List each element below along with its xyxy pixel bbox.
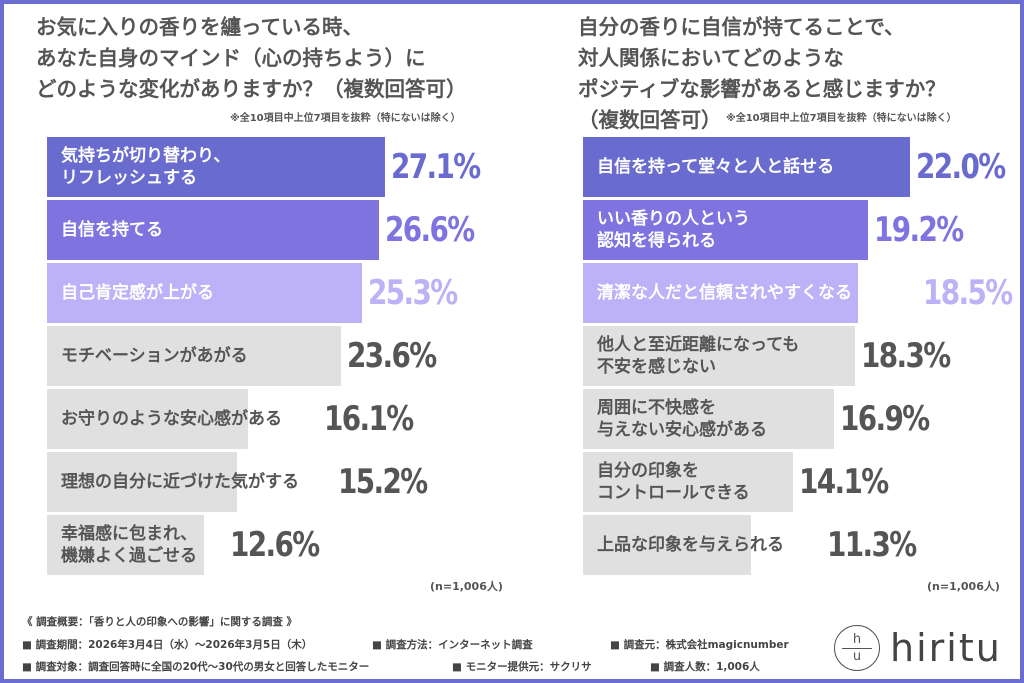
- footer-provider: ■ モニター提供元：サクリサ: [452, 661, 592, 673]
- bar-label: 上品な印象を与えられる: [597, 515, 784, 575]
- footer-count: ■ 調査人数：1,006人: [650, 661, 760, 673]
- right-chart-title: 自分の香りに自信が持てることで、 対人関係においてどのような ポジティブな影響が…: [578, 12, 946, 136]
- logo-word: hiritu: [890, 626, 1002, 670]
- footer-period: ■ 調査期間：2026年3月4日（水）～2026年3月5日（木）: [22, 639, 313, 651]
- value-label: 22.0%: [915, 147, 1006, 187]
- bar-label: 自信を持って堂々と人と話せる: [597, 137, 834, 197]
- value-label: 25.3%: [368, 273, 458, 313]
- title-line: ポジティブな影響があると感じますか？: [578, 77, 946, 101]
- right-chart-note: ※全10項目中上位7項目を抜粋（特にないは除く）: [726, 113, 957, 124]
- bar: [47, 515, 205, 575]
- bar: [583, 515, 751, 575]
- left-chart-note: ※全10項目中上位7項目を抜粋（特にないは除く）: [230, 113, 461, 124]
- logo-bottom: u: [852, 648, 862, 664]
- bar-label-line: いい香りの人という: [597, 209, 750, 229]
- value-label: 18.3%: [860, 336, 951, 376]
- title-line: お気に入りの香りを纏っている時、: [36, 15, 363, 39]
- bar-label: 他人と至近距離になっても 不安を感じない: [597, 326, 799, 386]
- bar-label-line: 自分の印象を: [597, 461, 699, 481]
- bar-label: いい香りの人という 認知を得られる: [597, 200, 750, 260]
- value-label: 19.2%: [874, 210, 964, 250]
- value-label: 26.6%: [384, 210, 475, 250]
- bar-label-line: 自信を持って堂々と人と話せる: [597, 157, 835, 177]
- bar-label: 清潔な人だと信頼されやすくなる: [597, 263, 852, 323]
- title-line: 自分の香りに自信が持てることで、: [578, 15, 905, 39]
- left-sample-size: (n=1,006人): [430, 580, 503, 593]
- bar: [583, 326, 855, 386]
- bar-label-line: 与えない安心感がある: [597, 420, 767, 440]
- bar-label-line: 自己肯定感が上がる: [61, 283, 214, 303]
- title-line: どのような変化がありますか？（複数回答可）: [36, 77, 467, 101]
- bar-label-line: 上品な印象を与えられる: [597, 535, 784, 555]
- bar-label-line: 清潔な人だと信頼されやすくなる: [597, 283, 852, 303]
- bar-label-line: 幸福感に包まれ、: [61, 524, 198, 544]
- bar-label: 自分の印象を コントロールできる: [597, 452, 750, 512]
- value-label: 16.1%: [323, 399, 414, 439]
- bar: [583, 452, 793, 512]
- value-label: 15.2%: [337, 462, 428, 502]
- bar-label: 気持ちが切り替わり、 リフレッシュする: [61, 137, 230, 197]
- bar-label: 自信を持てる: [61, 200, 163, 260]
- bar: [47, 137, 385, 197]
- bar-label: 自己肯定感が上がる: [61, 263, 214, 323]
- bar-label: モチベーションがあがる: [61, 326, 248, 386]
- bar-label: 周囲に不快感を 与えない安心感がある: [597, 389, 767, 449]
- right-sample-size: (n=1,006人): [927, 580, 1000, 593]
- bar-label-line: 機嫌よく過ごせる: [61, 546, 197, 566]
- value-label: 27.1%: [390, 147, 481, 187]
- bar: [47, 263, 363, 323]
- bar: [47, 452, 237, 512]
- bar-label-line: 周囲に不快感を: [597, 398, 716, 418]
- title-line: あなた自身のマインド（心の持ちよう）に: [36, 46, 426, 70]
- bar: [583, 137, 910, 197]
- bar-label-line: 他人と至近距離になっても: [597, 335, 800, 355]
- footer-source: ■ 調査元：株式会社magicnumber: [610, 639, 789, 651]
- value-label: 14.1%: [798, 462, 889, 502]
- bar-label-line: 理想の自分に近づけた気がする: [61, 472, 299, 492]
- left-chart-title: お気に入りの香りを纏っている時、 あなた自身のマインド（心の持ちよう）に どのよ…: [36, 12, 467, 105]
- footer-target: ■ 調査対象：調査回答時に全国の20代～30代の男女と回答したモニター: [22, 661, 370, 673]
- bar-label: お守りのような安心感がある: [61, 389, 282, 449]
- bar-label-line: 気持ちが切り替わり、: [61, 146, 231, 166]
- value-label: 23.6%: [347, 336, 437, 376]
- bar: [47, 200, 379, 260]
- bar: [47, 389, 248, 449]
- bar-label-line: お守りのような安心感がある: [61, 409, 282, 429]
- logo-top: h: [852, 631, 862, 647]
- title-line: 対人関係においてどのような: [578, 46, 844, 70]
- bar-label-line: モチベーションがあがる: [61, 346, 248, 366]
- title-line: （複数回答可）: [578, 108, 722, 132]
- bar-label: 幸福感に包まれ、 機嫌よく過ごせる: [61, 515, 197, 575]
- bar: [47, 326, 342, 386]
- bar-label-line: リフレッシュする: [61, 168, 197, 188]
- footer-survey-title: 《 調査概要：「香りと人の印象への影響」に関する調査 》: [22, 616, 298, 628]
- footer-method: ■ 調査方法：インターネット調査: [372, 639, 533, 651]
- bar-label-line: 自信を持てる: [61, 220, 163, 240]
- value-label: 12.6%: [230, 525, 320, 565]
- bar-label-line: 不安を感じない: [597, 357, 716, 377]
- bar: [583, 389, 835, 449]
- bar-label-line: 認知を得られる: [597, 231, 716, 251]
- value-label: 11.3%: [826, 525, 917, 565]
- bar-label: 理想の自分に近づけた気がする: [61, 452, 299, 512]
- bar: [583, 200, 869, 260]
- value-label: 16.9%: [840, 399, 930, 439]
- value-label: 18.5%: [923, 273, 1013, 313]
- bar-label-line: コントロールできる: [597, 483, 750, 503]
- bar: [583, 263, 858, 323]
